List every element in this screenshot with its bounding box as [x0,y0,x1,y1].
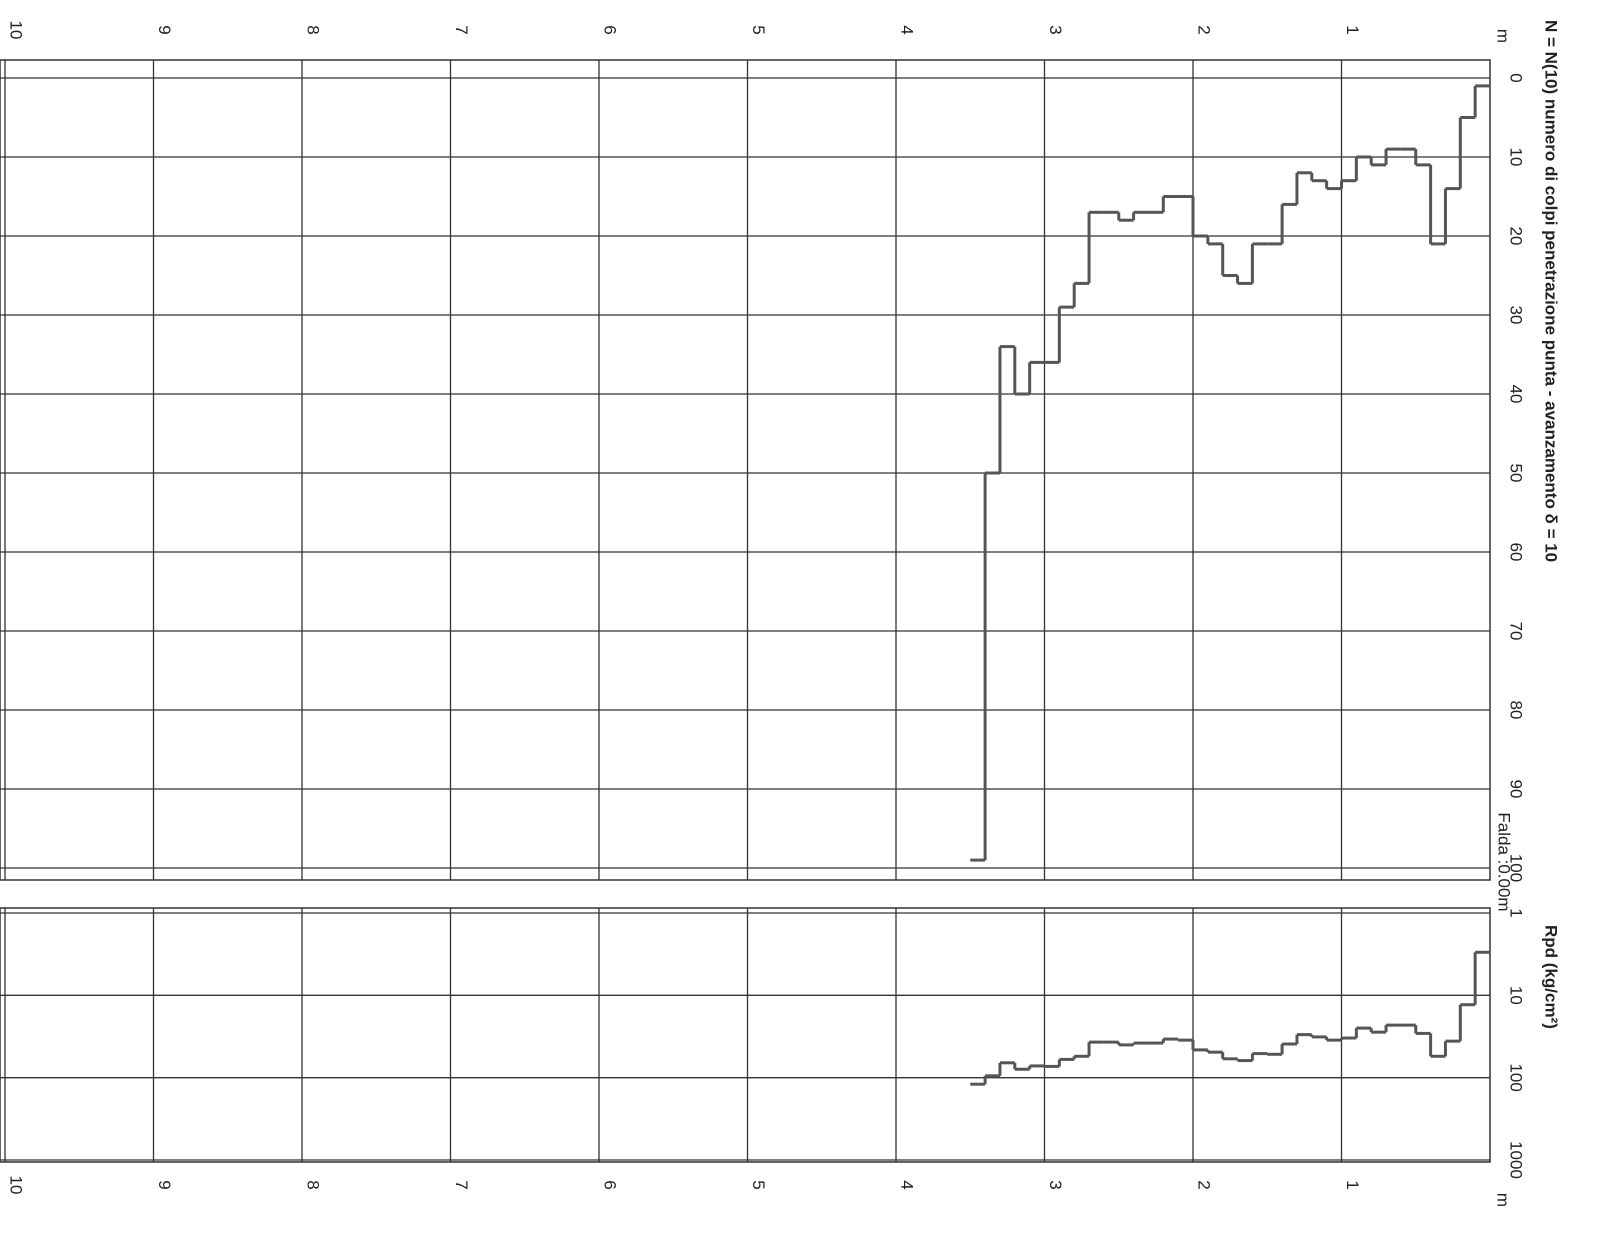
x-tick-label: 6 [601,1180,620,1189]
panel-frame [0,907,1491,1163]
x-tick-label: 10 [7,21,26,40]
x-tick-label: 10 [7,1176,26,1195]
y-tick-label: 10 [1507,986,1526,1005]
annotation: Falda :0.00m [1495,812,1514,911]
x-tick-label: 7 [452,25,471,34]
x-tick-label: 6 [601,25,620,34]
x-tick-label: 4 [898,1180,917,1189]
x-tick-label: 8 [304,1180,323,1189]
x-axis-label: m [1494,29,1513,43]
y-tick-label: 100 [1507,854,1526,882]
x-tick-label: 2 [1195,1180,1214,1189]
x-tick-label: 8 [304,25,323,34]
y-tick-label: 1000 [1507,1141,1526,1179]
y-tick-label: 20 [1507,227,1526,246]
x-tick-label: 2 [1195,25,1214,34]
y-tick-label: 100 [1507,1063,1526,1091]
x-axis-label: m [1494,1193,1513,1207]
y-tick-label: 60 [1507,543,1526,562]
x-tick-label: 5 [749,25,768,34]
y-tick-label: 30 [1507,306,1526,325]
chart-title: N = N(10) numero di colpi penetrazione p… [1542,20,1561,562]
x-tick-label: 9 [155,25,174,34]
y-tick-label: 80 [1507,701,1526,720]
x-tick-label: 3 [1046,1180,1065,1189]
y-tick-label: 0 [1507,73,1526,82]
panel-frame [0,59,1491,881]
chart-title: Rpd (kg/cm²) [1542,925,1561,1029]
y-tick-label: 70 [1507,622,1526,641]
x-tick-label: 7 [452,1180,471,1189]
y-tick-label: 10 [1507,148,1526,167]
x-tick-label: 1 [1343,25,1362,34]
x-tick-label: 4 [898,25,917,34]
y-tick-label: 1 [1507,908,1526,917]
x-tick-label: 5 [749,1180,768,1189]
y-tick-label: 50 [1507,464,1526,483]
x-tick-label: 3 [1046,25,1065,34]
y-tick-label: 90 [1507,780,1526,799]
x-tick-label: 9 [155,1180,174,1189]
y-tick-label: 40 [1507,385,1526,404]
x-tick-label: 1 [1343,1180,1362,1189]
